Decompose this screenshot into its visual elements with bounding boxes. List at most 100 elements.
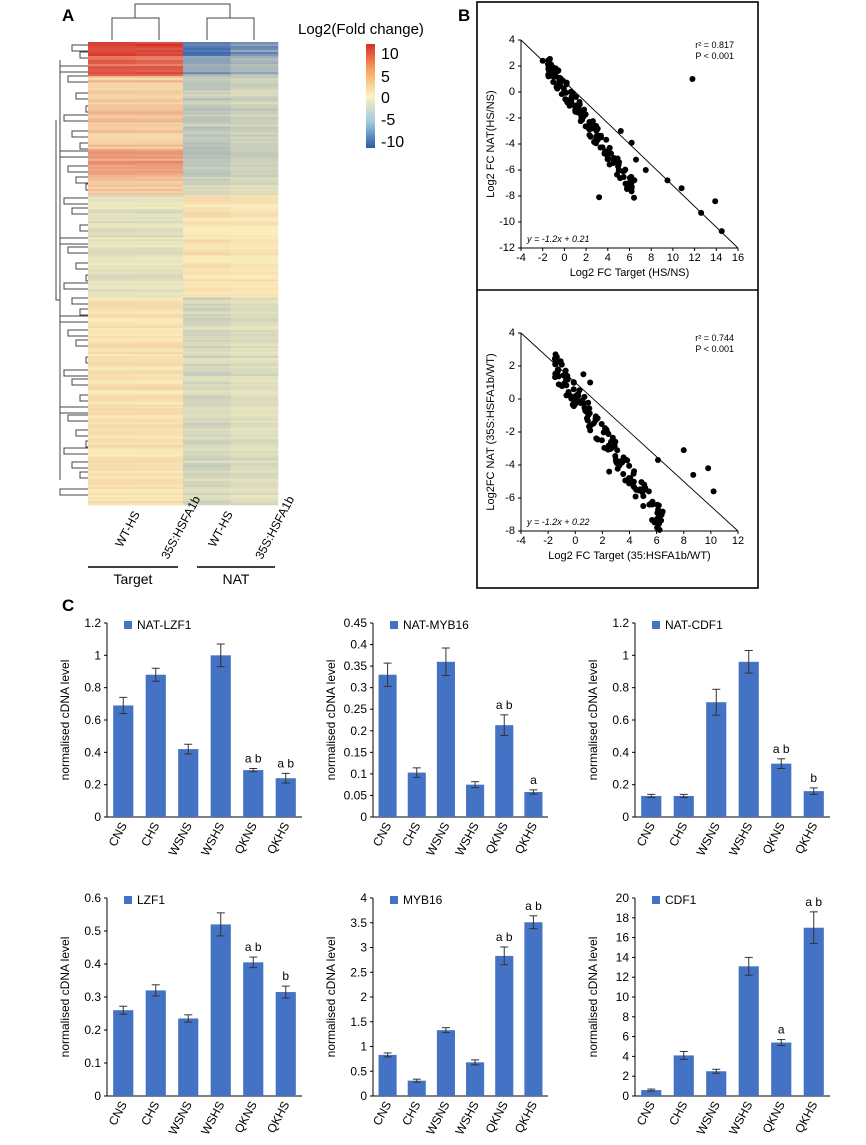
scatter-point — [572, 94, 579, 101]
heatmap-cell — [88, 120, 136, 123]
legend-label: MYB16 — [403, 893, 443, 907]
heatmap-cell — [88, 402, 136, 405]
heatmap-cell — [230, 360, 279, 363]
heatmap-cell — [230, 86, 279, 89]
dendrogram-branch — [63, 197, 88, 205]
heatmap-cell — [135, 94, 184, 97]
heatmap-cell — [88, 44, 136, 47]
heatmap-cell — [88, 325, 136, 329]
heatmap-cell — [88, 265, 136, 268]
heatmap-cell — [183, 70, 231, 73]
x-tick-label: 12 — [688, 252, 700, 264]
dendrogram-branch — [63, 369, 88, 377]
heatmap-cell — [183, 454, 231, 457]
heatmap-cell — [183, 243, 231, 246]
heatmap-cell — [183, 122, 231, 125]
heatmap-cell — [230, 225, 279, 228]
scatter-point — [633, 156, 640, 163]
heatmap-cell — [88, 422, 136, 425]
heatmap-cell — [230, 227, 279, 230]
heatmap-cell — [230, 295, 279, 298]
bar — [436, 661, 455, 817]
heatmap-cell — [183, 82, 231, 85]
heatmap-cell — [88, 494, 136, 498]
y-tick-label: 3.5 — [350, 916, 367, 930]
heatmap-cell — [230, 146, 279, 149]
y-tick-label: 0.8 — [612, 681, 629, 695]
heatmap-cell — [183, 62, 231, 65]
heatmap-cell — [88, 468, 136, 472]
heatmap-cell — [183, 225, 231, 228]
scatter-point — [705, 465, 712, 472]
dendrogram-branch — [85, 274, 88, 282]
heatmap-cell — [135, 388, 184, 391]
heatmap-cell — [135, 50, 184, 53]
heatmap-cell — [230, 257, 279, 260]
x-tick-label: CNS — [634, 1099, 658, 1128]
heatmap-cell — [183, 500, 231, 504]
heatmap-cell — [135, 120, 184, 123]
heatmap-cell — [88, 42, 136, 45]
scatter-plot-hs-ns: -4 -2 0 2 4 6 8 10 12 14 16 4 2 0 -2 -4 -6 -8 -10 -12 r² = 0… — [485, 34, 744, 279]
bar — [524, 922, 543, 1096]
heatmap-cell — [88, 349, 136, 353]
heatmap-cell — [183, 271, 231, 274]
heatmap-cell — [88, 182, 136, 186]
bar — [210, 655, 231, 817]
heatmap-cell — [135, 80, 184, 83]
bar — [436, 1030, 455, 1096]
heatmap-cell — [230, 54, 279, 57]
heatmap-cell — [183, 482, 231, 486]
heatmap-cell — [88, 186, 136, 190]
x-tick-label: CNS — [106, 1099, 130, 1128]
heatmap-cell — [88, 126, 136, 129]
y-tick-label: 6 — [622, 1030, 629, 1044]
heatmap-cell — [230, 281, 279, 284]
heatmap-cell — [230, 424, 279, 427]
heatmap-cell — [230, 380, 279, 383]
heatmap-cell — [183, 88, 231, 91]
heatmap-cell — [183, 265, 231, 268]
x-tick-label: QKNS — [232, 1099, 260, 1136]
heatmap-cell — [135, 311, 184, 315]
heatmap-cell — [135, 482, 184, 486]
heatmap-cell — [88, 52, 136, 55]
heatmap-cell — [183, 172, 231, 176]
y-tick-label: -2 — [505, 426, 515, 438]
heatmap-cell — [88, 205, 136, 208]
heatmap-cell — [183, 164, 231, 168]
heatmap-cell — [183, 94, 231, 97]
heatmap-cell — [230, 162, 279, 166]
bar — [145, 990, 166, 1096]
heatmap-cell — [183, 370, 231, 373]
heatmap-cell — [230, 404, 279, 407]
x-tick-label: 6 — [626, 252, 632, 264]
heatmap-cell — [230, 484, 279, 488]
heatmap-cell — [135, 62, 184, 65]
scatter-point — [649, 517, 656, 524]
heatmap-cell — [230, 490, 279, 494]
heatmap-cell — [230, 66, 279, 69]
heatmap-cell — [183, 349, 231, 353]
heatmap-cell — [135, 166, 184, 170]
heatmap-cell — [135, 176, 184, 180]
heatmap-cell — [230, 134, 279, 137]
heatmap-cell — [230, 466, 279, 470]
heatmap-cell — [230, 74, 279, 77]
heatmap-cell — [88, 430, 136, 433]
heatmap-cell — [183, 496, 231, 500]
heatmap-cell — [135, 478, 184, 482]
heatmap-cell — [135, 102, 184, 105]
x-tick-label: CNS — [106, 820, 130, 849]
heatmap-cell — [88, 416, 136, 419]
scatter-point — [631, 194, 638, 201]
heatmap-cell — [230, 108, 279, 111]
heatmap-cell — [230, 156, 279, 160]
bar — [495, 725, 514, 817]
heatmap-cell — [135, 277, 184, 280]
scatter-point — [550, 68, 557, 75]
heatmap-cell — [230, 223, 279, 226]
scatter-point — [612, 453, 619, 460]
heatmap-cell — [230, 269, 279, 272]
y-tick-label: 0.25 — [344, 702, 368, 716]
